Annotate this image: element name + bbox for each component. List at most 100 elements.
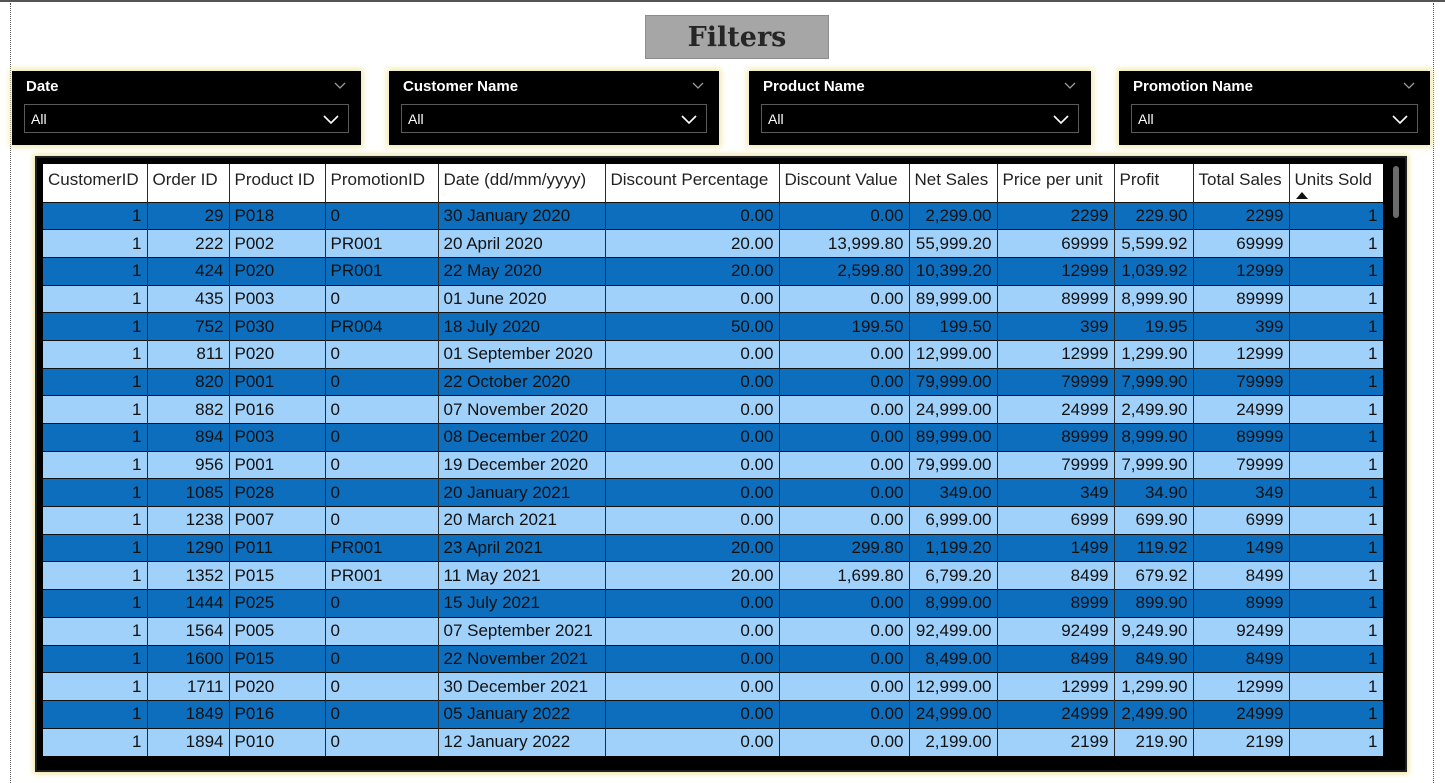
table-cell: 424 [147, 256, 230, 286]
table-row[interactable]: 1 29 P018 0 30 January 2020 0.00 0.00 2,299.00 2… [43, 201, 1383, 230]
filters-title: Filters [645, 15, 829, 59]
table-cell: 79999 [1193, 367, 1290, 396]
scrollbar-thumb[interactable] [1393, 166, 1399, 218]
table-cell: 0.00 [779, 589, 910, 618]
table-cell: 1 [1289, 699, 1383, 729]
table-cell: 50.00 [605, 312, 780, 341]
table-cell: 0.00 [605, 727, 780, 756]
table-cell: 1 [1289, 450, 1383, 479]
table-cell: 0.00 [779, 450, 910, 479]
column-header[interactable]: PromotionID [325, 164, 439, 202]
table-cell: 1 [43, 367, 148, 396]
table-row[interactable]: 1 435 P003 0 01 June 2020 0.00 0.00 89,999.00 89… [43, 284, 1383, 313]
table-cell: P010 [229, 727, 326, 756]
column-header[interactable]: Date (dd/mm/yyyy) [438, 164, 606, 202]
chevron-down-icon[interactable] [691, 79, 705, 93]
table-cell: 8499 [1193, 561, 1290, 590]
slicer-customer-name-label: Customer Name [403, 78, 519, 95]
table-cell: 13,999.80 [779, 229, 910, 258]
table-row[interactable]: 1 1894 P010 0 12 January 2022 0.00 0.00 2,199.0… [43, 727, 1383, 756]
slicer-customer-name-dropdown[interactable]: All [401, 104, 707, 133]
column-header[interactable]: Total Sales [1193, 164, 1290, 202]
table-cell: 1 [1289, 395, 1383, 424]
table-cell: 0 [325, 616, 439, 645]
table-cell: 752 [147, 312, 230, 341]
table-cell: 12999 [1193, 339, 1290, 369]
table-cell: 0.00 [779, 395, 910, 424]
table-cell: 1894 [147, 727, 230, 756]
vertical-scrollbar[interactable] [1391, 164, 1401, 768]
table-cell: 24,999.00 [909, 395, 998, 424]
table-cell: 12999 [1193, 672, 1290, 701]
table-row[interactable]: 1 1564 P005 0 07 September 2021 0.00 0.00 92,49… [43, 616, 1383, 645]
table-row[interactable]: 1 811 P020 0 01 September 2020 0.00 0.00 12,999… [43, 339, 1383, 369]
column-header-units-sold[interactable]: Units Sold [1289, 164, 1383, 202]
table-row[interactable]: 1 1711 P020 0 30 December 2021 0.00 0.00 12,999… [43, 672, 1383, 701]
table-cell: 349 [997, 478, 1115, 507]
table-cell: 0 [325, 367, 439, 396]
table-row[interactable]: 1 752 P030 PR004 18 July 2020 50.00 199.50 199.… [43, 312, 1383, 341]
table-row[interactable]: 1 1290 P011 PR001 23 April 2021 20.00 299.80 1,… [43, 533, 1383, 562]
table-row[interactable]: 1 882 P016 0 07 November 2020 0.00 0.00 24,999.… [43, 395, 1383, 424]
chevron-down-icon[interactable] [333, 79, 347, 93]
column-header[interactable]: CustomerID [43, 164, 148, 202]
table-cell: 79999 [997, 367, 1115, 396]
slicer-product-name-dropdown[interactable]: All [761, 104, 1079, 133]
table-cell: 07 November 2020 [438, 395, 606, 424]
column-header[interactable]: Discount Value [779, 164, 910, 202]
column-header[interactable]: Order ID [147, 164, 230, 202]
sales-table: CustomerID Order ID Product ID Promotion… [43, 164, 1383, 756]
table-row[interactable]: 1 222 P002 PR001 20 April 2020 20.00 13,999.80… [43, 229, 1383, 258]
table-cell: 399 [1193, 312, 1290, 341]
table-row[interactable]: 1 956 P001 0 19 December 2020 0.00 0.00 79,999.… [43, 450, 1383, 479]
sales-table-scroll-area[interactable]: CustomerID Order ID Product ID Promotion… [43, 164, 1383, 768]
table-row[interactable]: 1 1238 P007 0 20 March 2021 0.00 0.00 6,999.00 6… [43, 506, 1383, 535]
table-cell: 20 April 2020 [438, 229, 606, 258]
table-cell: 5,599.92 [1114, 229, 1194, 258]
table-cell: 89,999.00 [909, 284, 998, 313]
table-cell: 30 January 2020 [438, 201, 606, 230]
slicer-date-dropdown[interactable]: All [24, 104, 349, 133]
column-header[interactable]: Profit [1114, 164, 1194, 202]
table-cell: 0 [325, 284, 439, 313]
column-header[interactable]: Net Sales [909, 164, 998, 202]
table-cell: 15 July 2021 [438, 589, 606, 618]
table-cell: PR001 [325, 256, 439, 286]
chevron-down-icon[interactable] [1063, 79, 1077, 93]
table-cell: 22 October 2020 [438, 367, 606, 396]
chevron-down-icon [323, 115, 339, 125]
table-row[interactable]: 1 1352 P015 PR001 11 May 2021 20.00 1,699.80 6,… [43, 561, 1383, 590]
table-cell: P030 [229, 312, 326, 341]
table-cell: 8,999.90 [1114, 284, 1194, 313]
table-cell: 18 July 2020 [438, 312, 606, 341]
column-header[interactable]: Price per unit [997, 164, 1115, 202]
table-cell: 1499 [1193, 533, 1290, 562]
table-cell: 820 [147, 367, 230, 396]
table-cell: 8499 [997, 644, 1115, 673]
table-cell: 12,999.00 [909, 672, 998, 701]
slicer-promotion-name-dropdown[interactable]: All [1131, 104, 1418, 133]
table-cell: 1 [43, 423, 148, 452]
table-row[interactable]: 1 894 P003 0 08 December 2020 0.00 0.00 89,999.… [43, 423, 1383, 452]
table-cell: 8499 [997, 561, 1115, 590]
table-row[interactable]: 1 820 P001 0 22 October 2020 0.00 0.00 79,999.0… [43, 367, 1383, 396]
table-row[interactable]: 1 1600 P015 0 22 November 2021 0.00 0.00 8,499.… [43, 644, 1383, 673]
slicer-promotion-name-value: All [1138, 111, 1154, 127]
table-row[interactable]: 1 1085 P028 0 20 January 2021 0.00 0.00 349.00 3… [43, 478, 1383, 507]
table-cell: 1085 [147, 478, 230, 507]
table-cell: 07 September 2021 [438, 616, 606, 645]
table-row[interactable]: 1 1444 P025 0 15 July 2021 0.00 0.00 8,999.00 89… [43, 589, 1383, 618]
table-cell: 0.00 [605, 589, 780, 618]
table-row[interactable]: 1 424 P020 PR001 22 May 2020 20.00 2,599.80 10,… [43, 256, 1383, 286]
table-cell: 6999 [1193, 506, 1290, 535]
table-cell: 679.92 [1114, 561, 1194, 590]
table-cell: 0.00 [605, 367, 780, 396]
table-cell: 0 [325, 506, 439, 535]
table-cell: 1 [1289, 284, 1383, 313]
table-row[interactable]: 1 1849 P016 0 05 January 2022 0.00 0.00 24,999.… [43, 699, 1383, 729]
slicer-date: Date All [12, 71, 361, 145]
table-cell: 01 June 2020 [438, 284, 606, 313]
chevron-down-icon[interactable] [1402, 79, 1416, 93]
column-header[interactable]: Discount Percentage [605, 164, 780, 202]
column-header[interactable]: Product ID [229, 164, 326, 202]
